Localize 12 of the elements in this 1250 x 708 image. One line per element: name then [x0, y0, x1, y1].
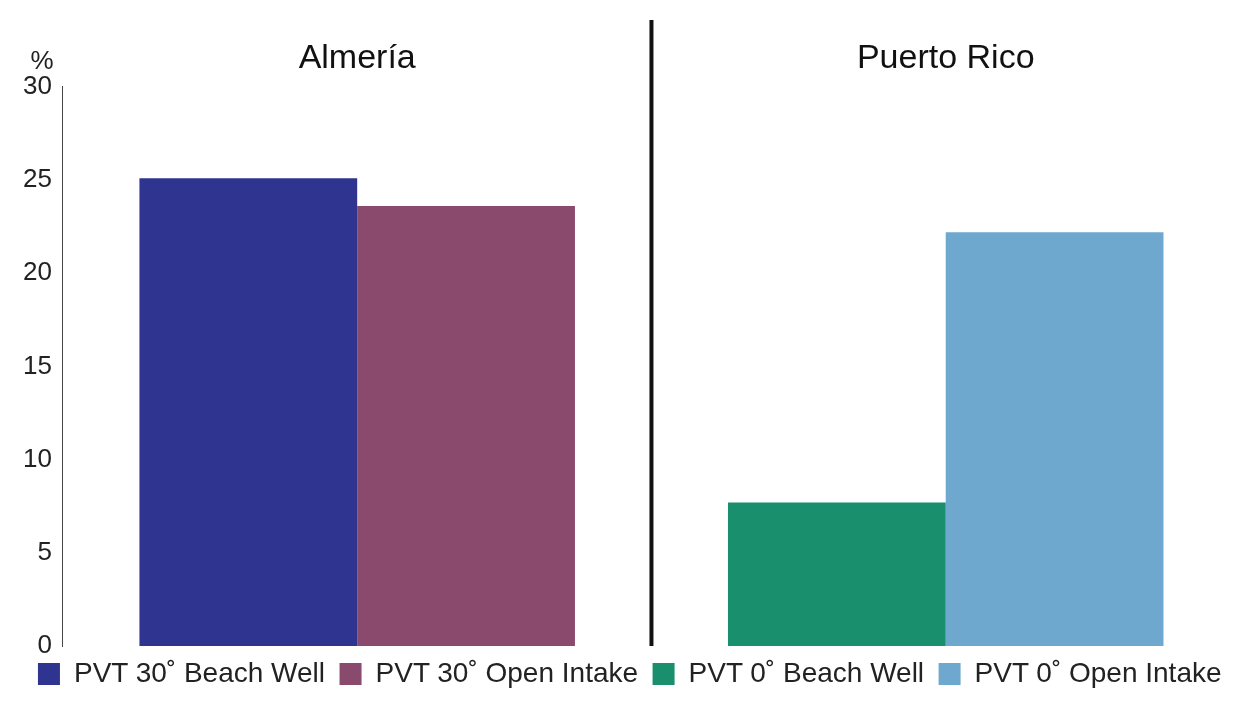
legend-label: PVT 30˚ Open Intake: [375, 656, 639, 688]
legend-label: PVT 0˚ Beach Well: [688, 656, 925, 688]
y-tick-label: 25: [23, 163, 52, 194]
y-tick-label: 5: [37, 535, 52, 566]
x-tick-label: Almería: [298, 36, 416, 75]
y-tick-label: 15: [23, 349, 52, 380]
y-tick-label: 20: [23, 256, 52, 287]
y-tick-label: 10: [23, 442, 52, 473]
x-tick-label: Puerto Rico: [856, 36, 1035, 75]
y-tick-label: 0: [37, 629, 52, 660]
legend-label: PVT 0˚ Open Intake: [974, 656, 1222, 688]
legend-label: PVT 30˚ Beach Well: [73, 656, 326, 688]
